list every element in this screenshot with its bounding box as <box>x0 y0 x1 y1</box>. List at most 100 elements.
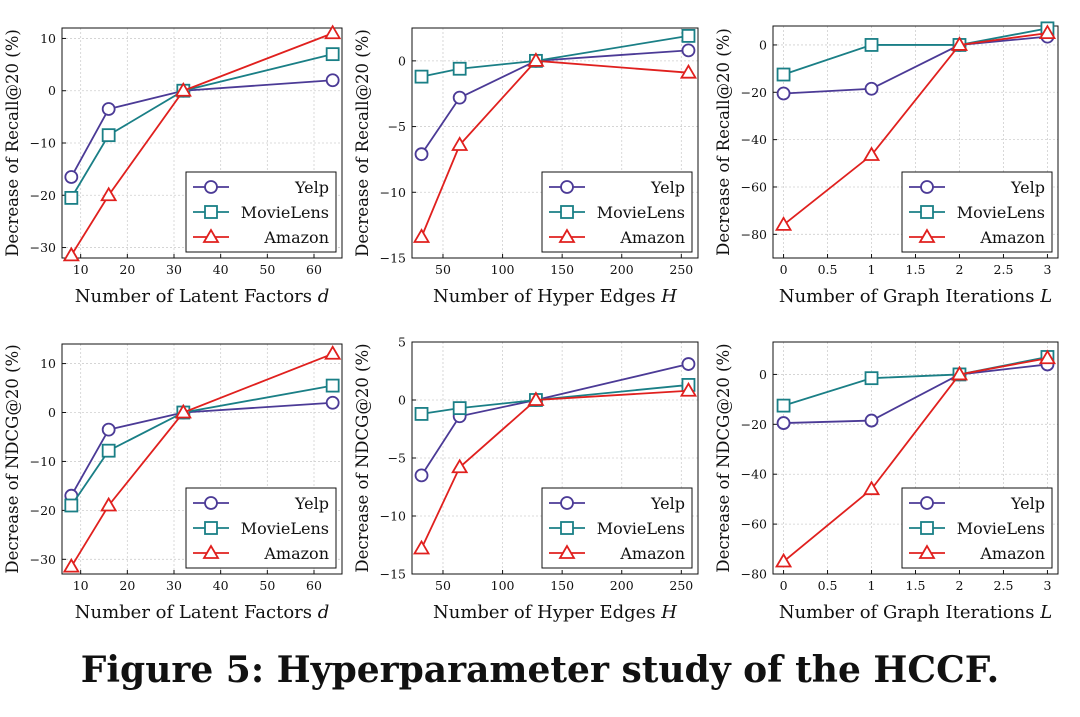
data-point-amazon <box>451 136 469 151</box>
x-tick-label: 150 <box>550 262 574 277</box>
legend: Yelp MovieLens Amazon <box>541 487 693 569</box>
x-tick-label: 3 <box>1043 262 1051 277</box>
y-axis-label: Decrease of NDCG@20 (%) <box>714 343 733 572</box>
y-axis-label: Decrease of Recall@20 (%) <box>353 29 372 257</box>
x-tick-label: 1.5 <box>906 578 926 593</box>
legend-marker-amazon <box>558 228 576 243</box>
series-line-yelp <box>420 49 689 155</box>
data-point-amazon <box>451 458 469 474</box>
legend-label-amazon: Amazon <box>979 228 1045 247</box>
x-tick-label: 30 <box>166 578 182 593</box>
data-point-amazon <box>174 81 192 97</box>
y-tick-label: 0 <box>48 405 56 420</box>
y-tick-label: −30 <box>30 552 56 567</box>
y-tick-label: 0 <box>48 83 56 98</box>
legend-marker-yelp <box>560 180 574 194</box>
legend-marker-movielens <box>204 521 218 535</box>
data-point-amazon <box>324 24 342 40</box>
x-axis-label: Number of Graph Iterations L <box>779 286 1052 307</box>
x-tick-label: 40 <box>213 578 229 593</box>
data-point-yelp <box>325 73 340 88</box>
legend-marker-amazon <box>918 544 936 559</box>
legend-label-movielens: MovieLens <box>957 203 1045 222</box>
data-point-yelp <box>681 43 696 58</box>
data-point-amazon <box>412 539 431 555</box>
x-axis-label: Number of Latent Factors d <box>75 286 330 307</box>
series-line-yelp <box>783 363 1048 424</box>
legend-label-yelp: Yelp <box>650 178 685 197</box>
y-tick-label: −40 <box>741 467 767 482</box>
y-tick-label: −20 <box>741 85 767 100</box>
data-point-amazon <box>950 365 969 381</box>
series-line-movielens <box>421 34 689 78</box>
legend-marker-movielens <box>920 521 934 535</box>
data-point-movielens <box>414 407 429 421</box>
x-tick-label: 3 <box>1043 578 1051 593</box>
series-line-amazon <box>782 32 1048 226</box>
series-line-yelp <box>70 79 333 178</box>
series-line-movielens <box>421 384 689 415</box>
legend-label-yelp: Yelp <box>1010 178 1045 197</box>
y-tick-label: −5 <box>388 119 406 134</box>
y-axis-label: Decrease of NDCG@20 (%) <box>353 343 372 572</box>
x-tick-label: 40 <box>213 262 229 277</box>
data-point-amazon <box>62 246 80 262</box>
x-tick-label: 10 <box>73 578 89 593</box>
y-tick-label: −30 <box>30 240 56 255</box>
data-point-yelp <box>101 102 116 116</box>
series-line-amazon <box>420 389 689 549</box>
x-tick-label: 60 <box>306 578 322 593</box>
legend-label-amazon: Amazon <box>263 544 329 563</box>
data-point-yelp <box>776 86 791 101</box>
data-point-amazon <box>1038 349 1057 365</box>
legend-label-movielens: MovieLens <box>241 519 329 538</box>
legend-marker-yelp <box>204 496 218 510</box>
legend-label-amazon: Amazon <box>263 228 329 247</box>
x-tick-label: 0 <box>780 578 788 593</box>
chart-panel-2: 50 100 150 200 250 −15 −10 −5 0 Number of Hyper E… <box>353 27 699 307</box>
x-tick-label: 250 <box>669 578 693 593</box>
y-tick-label: −20 <box>30 503 56 518</box>
x-tick-label: 30 <box>166 262 182 277</box>
y-axis-label: Decrease of Recall@20 (%) <box>714 28 733 256</box>
x-tick-label: 150 <box>550 578 574 593</box>
data-point-yelp <box>864 81 879 96</box>
data-point-amazon <box>527 52 545 67</box>
data-point-amazon <box>862 480 881 496</box>
data-point-amazon <box>862 146 881 161</box>
legend-marker-amazon <box>918 228 936 243</box>
data-point-amazon <box>174 403 192 419</box>
x-tick-label: 2 <box>956 578 964 593</box>
y-tick-label: −15 <box>380 251 406 266</box>
data-point-movielens <box>452 61 467 76</box>
legend-label-yelp: Yelp <box>294 494 329 513</box>
x-tick-label: 100 <box>491 578 515 593</box>
legend-label-yelp: Yelp <box>1010 494 1045 513</box>
legend-marker-movielens <box>560 205 574 219</box>
legend-label-movielens: MovieLens <box>597 519 685 538</box>
y-tick-label: −10 <box>30 454 56 469</box>
data-point-amazon <box>774 552 793 568</box>
legend-marker-yelp <box>204 180 218 194</box>
y-tick-label: −10 <box>380 509 406 524</box>
x-axis-label: Number of Latent Factors d <box>75 602 330 623</box>
data-point-amazon <box>412 228 431 243</box>
x-tick-label: 0.5 <box>818 578 838 593</box>
legend-marker-amazon <box>202 228 220 243</box>
legend-label-movielens: MovieLens <box>241 203 329 222</box>
legend-marker-movielens <box>204 205 218 219</box>
data-point-yelp <box>681 357 696 371</box>
data-point-yelp <box>414 147 429 162</box>
y-tick-label: 0 <box>759 367 767 382</box>
legend-label-movielens: MovieLens <box>597 203 685 222</box>
y-tick-label: −40 <box>741 132 767 147</box>
data-point-movielens <box>414 69 429 84</box>
data-point-movielens <box>64 190 79 205</box>
x-tick-label: 200 <box>610 578 634 593</box>
x-tick-label: 50 <box>259 262 275 277</box>
data-point-amazon <box>100 186 118 202</box>
x-tick-label: 50 <box>435 262 451 277</box>
data-point-movielens <box>101 128 116 143</box>
legend-label-movielens: MovieLens <box>957 519 1045 538</box>
